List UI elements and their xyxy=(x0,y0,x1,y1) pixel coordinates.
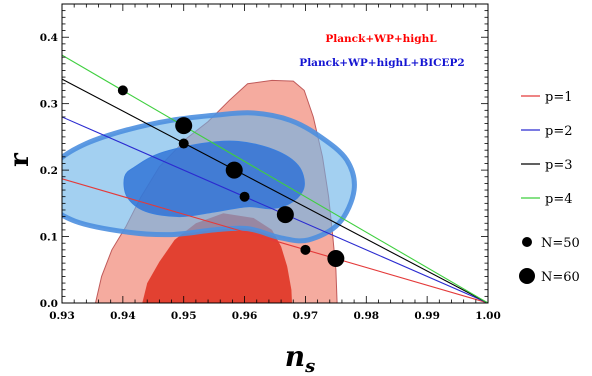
point-n50-4 xyxy=(300,245,310,255)
y-tick-label: 0.1 xyxy=(40,232,58,244)
legend-label-N60: N=60 xyxy=(541,270,580,285)
legend-label-p2: p=2 xyxy=(545,124,573,139)
annotation-planck: Planck+WP+highL xyxy=(325,33,437,45)
x-axis-label: ns xyxy=(285,340,316,376)
y-axis-label: r xyxy=(5,153,35,167)
confidence-contours xyxy=(48,80,354,303)
x-tick-label: 0.94 xyxy=(110,310,136,322)
x-tick-label: 0.97 xyxy=(293,310,319,322)
point-n60-1 xyxy=(175,117,192,134)
legend-label-p1: p=1 xyxy=(545,90,573,105)
x-tick-label: 1.00 xyxy=(475,310,501,322)
annotations: Planck+WP+highL Planck+WP+highL+BICEP2 xyxy=(299,33,464,69)
x-tick-label: 0.99 xyxy=(414,310,440,322)
point-n50-3 xyxy=(240,192,250,202)
point-n50-2 xyxy=(179,139,189,149)
point-n60-2 xyxy=(226,162,243,179)
x-tick-label: 0.96 xyxy=(232,310,258,322)
point-n60-4 xyxy=(327,250,344,267)
legend-swatch-N60 xyxy=(519,268,535,284)
y-tick-label: 0.3 xyxy=(40,99,58,111)
annotation-bicep2: Planck+WP+highL+BICEP2 xyxy=(299,57,464,69)
y-tick-label: 0.2 xyxy=(40,165,58,177)
point-n50-1 xyxy=(118,85,128,95)
x-tick-label: 0.95 xyxy=(171,310,197,322)
y-tick-label: 0.4 xyxy=(40,32,58,44)
legend-label-N50: N=50 xyxy=(541,236,580,251)
legend-swatch-N50 xyxy=(522,237,532,247)
legend-label-p3: p=3 xyxy=(545,158,573,173)
legend-label-p4: p=4 xyxy=(545,192,573,207)
point-n60-3 xyxy=(277,206,294,223)
x-tick-label: 0.98 xyxy=(353,310,379,322)
x-tick-label: 0.93 xyxy=(49,310,75,322)
y-tick-label: 0.0 xyxy=(40,298,58,310)
legend: p=1 p=2 p=3 p=4 N=50 N=60 xyxy=(519,90,580,285)
